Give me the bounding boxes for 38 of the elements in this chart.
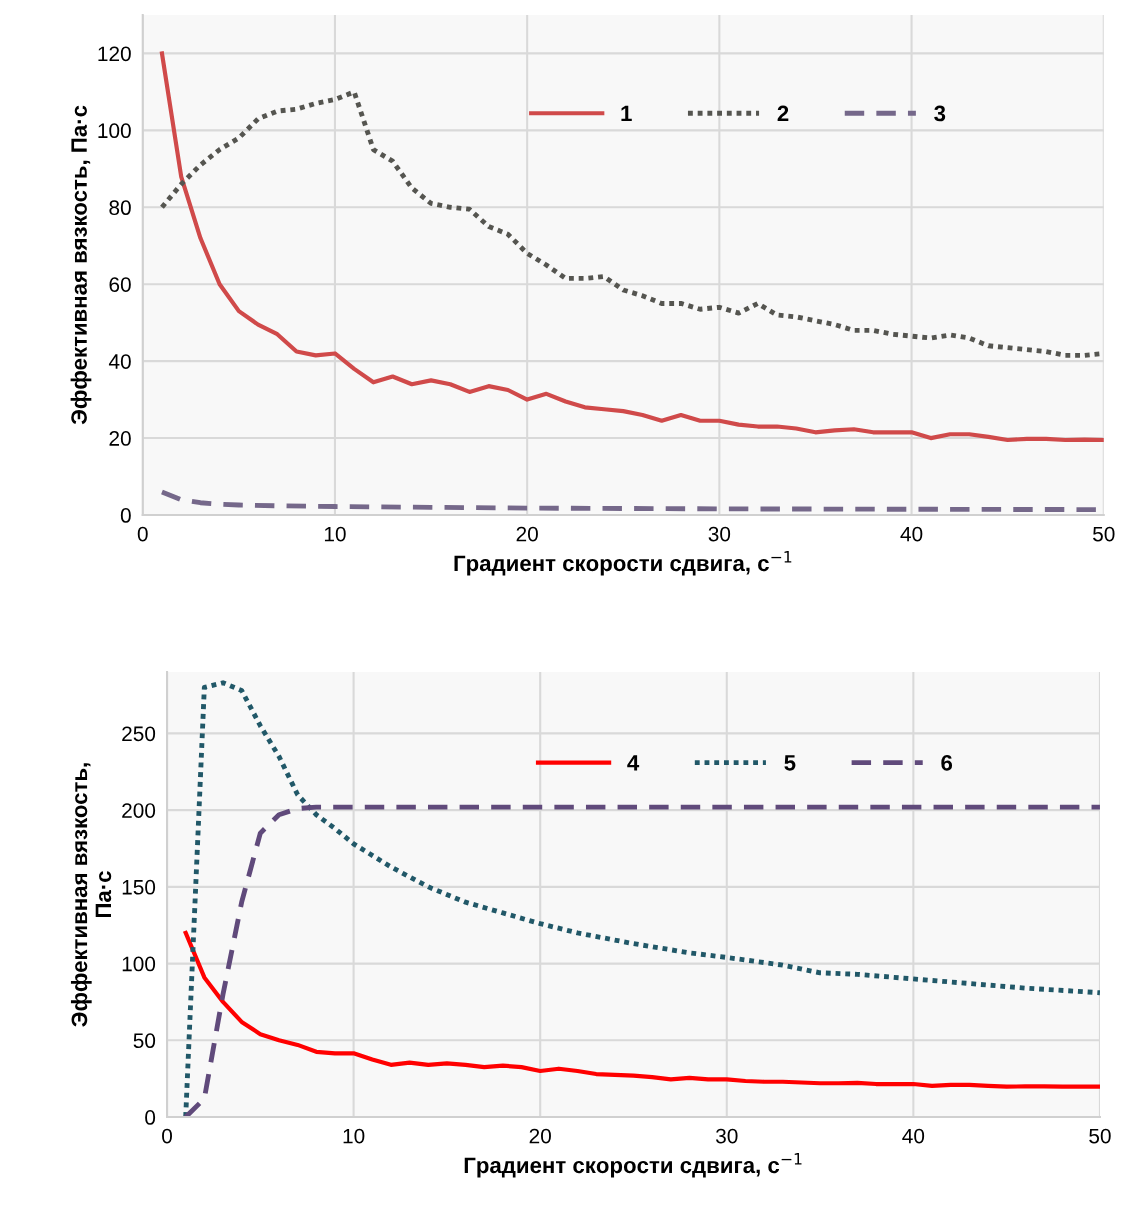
y-tick-label: 100	[122, 956, 156, 972]
y-tick-label: 0	[145, 1110, 156, 1125]
x-tick-label: 10	[343, 1128, 365, 1144]
y-tick-label: 0	[120, 508, 131, 523]
x-tick-label: 30	[715, 1128, 738, 1144]
x-tick-label: 20	[529, 1128, 551, 1144]
x-axis-title: Градиент скорости сдвига, с$^{−1}$	[454, 551, 792, 576]
y-axis-title: Эффективная вязкость, Па·с	[70, 763, 112, 1027]
x-tick-label: 50	[1093, 526, 1115, 542]
legend-label: 5	[784, 755, 796, 771]
y-tick-label: 40	[108, 354, 131, 369]
y-tick-label: 120	[98, 46, 131, 62]
y-tick-label: 50	[133, 1033, 156, 1049]
x-tick-label: 50	[1089, 1128, 1111, 1144]
line-series	[183, 930, 1100, 1089]
y-axis-title: Эффективная вязкость, Па·с	[70, 105, 92, 425]
x-tick-label: 20	[516, 526, 538, 542]
y-tick-label: 20	[109, 431, 131, 446]
line-series	[183, 680, 1100, 1118]
x-axis-title: Градиент скорости сдвига, с$^{−1}$	[464, 1153, 802, 1178]
y-tick-label: 150	[122, 879, 156, 895]
line-series	[159, 51, 1104, 443]
y-tick-label: 60	[109, 277, 131, 292]
x-tick-label: 40	[900, 526, 923, 542]
x-tick-label: 40	[902, 1128, 925, 1144]
x-tick-label: 0	[162, 1128, 173, 1144]
legend-label: 2	[777, 105, 789, 122]
legend-label: 1	[621, 105, 632, 122]
legend-label: 3	[934, 105, 946, 122]
y-tick-label: 80	[109, 200, 131, 216]
line-series	[183, 804, 1100, 1118]
x-tick-label: 30	[708, 526, 731, 542]
legend-label: 6	[941, 754, 953, 771]
legend-label: 4	[627, 755, 640, 771]
x-tick-label: 10	[324, 526, 346, 542]
y-tick-label: 100	[98, 123, 131, 139]
y-tick-label: 200	[122, 803, 156, 818]
y-tick-label: 250	[122, 726, 156, 742]
